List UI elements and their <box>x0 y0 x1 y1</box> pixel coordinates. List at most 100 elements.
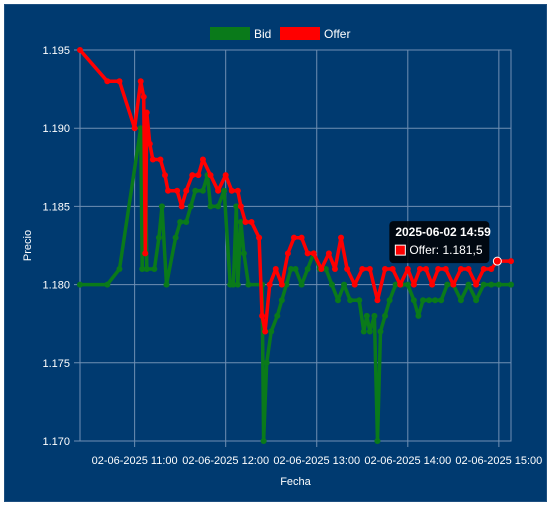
legend-item-bid[interactable]: Bid <box>210 27 271 41</box>
offer-point[interactable] <box>143 109 150 116</box>
bid-point[interactable] <box>215 203 222 210</box>
bid-point[interactable] <box>199 187 206 194</box>
bid-point[interactable] <box>240 250 247 257</box>
offer-point[interactable] <box>242 219 249 226</box>
offer-point[interactable] <box>344 265 351 272</box>
bid-point[interactable] <box>104 281 111 288</box>
legend[interactable]: Bid Offer <box>210 27 350 41</box>
bid-point[interactable] <box>221 187 228 194</box>
bid-point[interactable] <box>283 281 290 288</box>
bid-point[interactable] <box>377 328 384 335</box>
offer-point[interactable] <box>278 281 285 288</box>
offer-point[interactable] <box>262 328 269 335</box>
bid-point[interactable] <box>233 203 240 210</box>
tooltip-active-point[interactable] <box>492 256 502 266</box>
bid-point[interactable] <box>183 219 190 226</box>
offer-point[interactable] <box>140 93 147 100</box>
offer-point[interactable] <box>116 78 123 85</box>
offer-point[interactable] <box>228 187 235 194</box>
offer-point[interactable] <box>423 265 430 272</box>
bid-point[interactable] <box>415 312 422 319</box>
bid-point[interactable] <box>366 328 373 335</box>
offer-point[interactable] <box>290 234 297 241</box>
offer-point[interactable] <box>298 234 305 241</box>
offer-point[interactable] <box>382 265 389 272</box>
bid-point[interactable] <box>488 281 495 288</box>
offer-point[interactable] <box>215 187 222 194</box>
bid-point[interactable] <box>508 281 514 288</box>
bid-point[interactable] <box>137 125 144 132</box>
offer-point[interactable] <box>480 265 487 272</box>
offer-point[interactable] <box>429 281 436 288</box>
bid-point[interactable] <box>444 281 451 288</box>
offer-point[interactable] <box>183 187 190 194</box>
offer-point[interactable] <box>222 172 229 179</box>
offer-point[interactable] <box>488 265 495 272</box>
bid-point[interactable] <box>341 281 348 288</box>
bid-point[interactable] <box>392 281 399 288</box>
offer-point[interactable] <box>272 265 279 272</box>
bid-point[interactable] <box>328 281 335 288</box>
bid-point[interactable] <box>404 281 411 288</box>
offer-point[interactable] <box>284 250 291 257</box>
bid-point[interactable] <box>207 203 214 210</box>
offer-point[interactable] <box>450 281 457 288</box>
offer-point[interactable] <box>174 187 181 194</box>
offer-point[interactable] <box>397 281 404 288</box>
offer-point[interactable] <box>77 47 83 53</box>
offer-point[interactable] <box>442 265 449 272</box>
offer-point[interactable] <box>149 156 156 163</box>
bid-point[interactable] <box>187 203 194 210</box>
offer-point[interactable] <box>157 156 164 163</box>
bid-point[interactable] <box>347 297 354 304</box>
offer-point[interactable] <box>374 297 381 304</box>
bid-point[interactable] <box>426 297 433 304</box>
bid-point[interactable] <box>274 312 281 319</box>
bid-point[interactable] <box>263 359 270 366</box>
bid-point[interactable] <box>172 234 179 241</box>
offer-point[interactable] <box>248 219 255 226</box>
offer-point[interactable] <box>410 281 417 288</box>
bid-point[interactable] <box>356 297 363 304</box>
offer-point[interactable] <box>351 281 358 288</box>
offer-point[interactable] <box>195 172 202 179</box>
offer-point[interactable] <box>207 172 214 179</box>
offer-point[interactable] <box>310 250 317 257</box>
bid-point[interactable] <box>158 203 165 210</box>
offer-point[interactable] <box>137 78 144 85</box>
offer-point[interactable] <box>237 203 244 210</box>
offer-point[interactable] <box>318 265 325 272</box>
bid-point[interactable] <box>371 312 378 319</box>
bid-point[interactable] <box>304 265 311 272</box>
offer-point[interactable] <box>165 187 172 194</box>
offer-point[interactable] <box>389 265 396 272</box>
offer-point[interactable] <box>473 281 480 288</box>
offer-point[interactable] <box>435 265 442 272</box>
bid-point[interactable] <box>155 234 162 241</box>
bid-point[interactable] <box>419 297 426 304</box>
bid-point[interactable] <box>177 219 184 226</box>
bid-point[interactable] <box>292 265 299 272</box>
bid-point[interactable] <box>230 281 237 288</box>
offer-point[interactable] <box>131 125 138 132</box>
offer-point[interactable] <box>259 312 266 319</box>
offer-point[interactable] <box>465 265 472 272</box>
bid-point[interactable] <box>334 297 341 304</box>
bid-point[interactable] <box>382 312 389 319</box>
offer-point[interactable] <box>234 187 241 194</box>
bid-point[interactable] <box>151 265 158 272</box>
offer-point[interactable] <box>161 172 168 179</box>
bid-point[interactable] <box>143 265 150 272</box>
bid-point[interactable] <box>245 281 252 288</box>
offer-point[interactable] <box>189 172 196 179</box>
bid-point[interactable] <box>260 438 267 444</box>
bid-point[interactable] <box>116 265 123 272</box>
bid-point[interactable] <box>287 265 294 272</box>
offer-point[interactable] <box>359 265 366 272</box>
bid-point[interactable] <box>386 297 393 304</box>
bid-point[interactable] <box>234 281 241 288</box>
bid-point[interactable] <box>465 281 472 288</box>
bid-point[interactable] <box>139 265 146 272</box>
bid-point[interactable] <box>192 187 199 194</box>
bid-point[interactable] <box>363 312 370 319</box>
